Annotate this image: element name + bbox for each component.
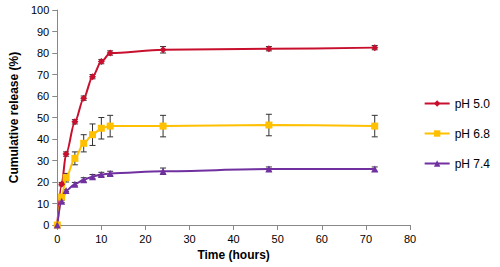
svg-text:pH 7.4: pH 7.4 (455, 157, 491, 171)
svg-text:40: 40 (37, 133, 49, 145)
svg-text:20: 20 (37, 176, 49, 188)
svg-text:20: 20 (139, 233, 151, 245)
svg-text:0: 0 (43, 219, 49, 231)
svg-text:80: 80 (37, 47, 49, 59)
svg-text:60: 60 (37, 90, 49, 102)
svg-text:30: 30 (37, 155, 49, 167)
svg-text:0: 0 (54, 233, 60, 245)
svg-text:30: 30 (183, 233, 195, 245)
svg-text:60: 60 (316, 233, 328, 245)
svg-text:Time (hours): Time (hours) (197, 248, 269, 262)
svg-text:90: 90 (37, 26, 49, 38)
svg-text:70: 70 (37, 69, 49, 81)
svg-text:50: 50 (272, 233, 284, 245)
svg-text:10: 10 (95, 233, 107, 245)
svg-text:100: 100 (31, 4, 49, 16)
svg-text:pH 6.8: pH 6.8 (455, 127, 491, 141)
svg-text:Cumulative release (%): Cumulative release (%) (7, 52, 21, 183)
svg-text:40: 40 (228, 233, 240, 245)
svg-text:70: 70 (360, 233, 372, 245)
svg-text:pH 5.0: pH 5.0 (455, 97, 491, 111)
svg-text:50: 50 (37, 112, 49, 124)
svg-text:10: 10 (37, 198, 49, 210)
svg-text:80: 80 (404, 233, 416, 245)
